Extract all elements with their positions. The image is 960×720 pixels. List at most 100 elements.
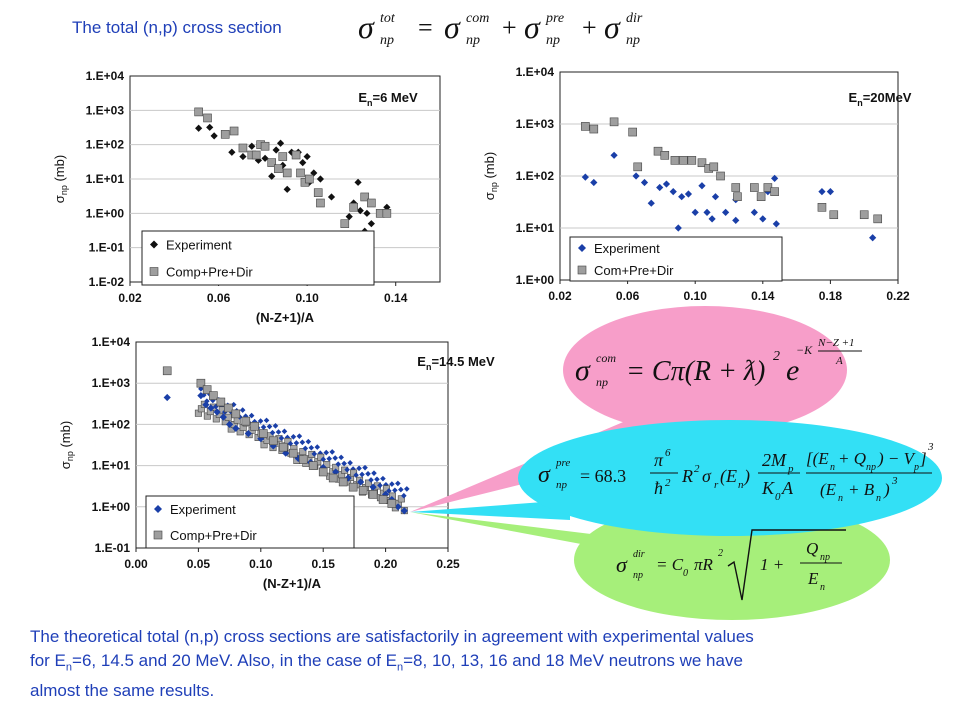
band-point-exp [329, 449, 336, 455]
data-point [684, 190, 693, 198]
data-point [274, 164, 283, 173]
y-axis-label-sub: np [65, 451, 75, 461]
callout-wedge-pre [410, 500, 570, 520]
chart-title-e: E [849, 90, 858, 105]
eq-sigma-tot: σ [358, 9, 375, 45]
eq-equals: = [418, 13, 433, 42]
f-com-sub: np [596, 375, 608, 389]
x-tick-label: 0.06 [207, 291, 231, 305]
data-point [268, 436, 278, 446]
band-point-exp [401, 492, 407, 499]
f-com-lhs: σ [575, 354, 591, 387]
y-tick-label: 1.E-01 [95, 541, 131, 555]
f-dir-sup: dir [633, 549, 645, 560]
data-point [367, 220, 375, 228]
data-point [678, 193, 686, 201]
y-tick-label: 1.E+04 [86, 69, 125, 83]
data-point [662, 180, 671, 188]
legend-label: Comp+Pre+Dir [170, 528, 257, 543]
f-dir-qsub: np [820, 552, 830, 563]
band-point-exp [374, 476, 380, 483]
data-point [360, 192, 370, 202]
data-point [239, 152, 247, 161]
f-pre-num3-sub1: n [830, 462, 835, 473]
y-axis-label: σnp (mb) [52, 155, 69, 203]
chart-en145: 1.E-01 1.E+00 1.E+01 1.E+02 1.E+03 1.E+04 0.00… [40, 332, 495, 612]
f-pre-eq: = 68.3 [580, 466, 626, 486]
data-point [316, 198, 325, 208]
data-point [581, 122, 590, 131]
data-point [291, 150, 301, 160]
data-point [316, 175, 325, 183]
x-tick-label: 0.25 [436, 557, 460, 571]
band-point-exp [371, 470, 377, 476]
chart-title: En=14.5 MeV [417, 354, 495, 372]
bubble-pre [518, 420, 942, 536]
bubble-com [563, 306, 847, 434]
f-dir-rexp: 2 [718, 548, 723, 559]
f-com-expden: A [835, 355, 843, 367]
legend-label: Experiment [166, 238, 232, 253]
f-pre-num3-sub2: np [866, 462, 876, 473]
f-pre-r: R [681, 466, 693, 486]
f-com-e: e [786, 354, 799, 387]
series-square [194, 107, 392, 228]
data-point [679, 156, 688, 165]
data-point [363, 209, 371, 217]
legend-marker [154, 505, 162, 513]
data-point [771, 174, 779, 182]
f-com-sq: 2 [773, 349, 780, 364]
f-pre-hbar: ħ [654, 478, 663, 498]
y-axis-label-symbol: σ [58, 461, 73, 469]
chart-title-sub: n [367, 98, 373, 108]
data-point [358, 486, 368, 495]
band-point-exp [362, 464, 368, 471]
eq-sup-dir: dir [626, 11, 643, 26]
data-point [283, 185, 291, 193]
band-point-exp [272, 423, 279, 429]
data-point [674, 224, 682, 232]
x-tick-label: 0.02 [118, 291, 142, 305]
data-point [327, 193, 336, 201]
legend-box [141, 230, 375, 286]
data-point [268, 172, 276, 180]
legend-label: Com+Pre+Dir [594, 263, 674, 278]
f-pre-den3: (E [820, 480, 837, 499]
band-point-exp [353, 472, 359, 478]
legend-box [569, 236, 783, 282]
f-pre-sigr-sub: r [714, 479, 719, 491]
band-point-calc [350, 469, 358, 477]
band-point-exp [347, 460, 353, 466]
y-axis-label-sub: np [489, 182, 499, 192]
series-square [581, 117, 883, 224]
data-point [394, 503, 402, 511]
footer-line-1: The theoretical total (n,p) cross sectio… [30, 627, 754, 646]
data-point [349, 202, 358, 212]
band-point-exp [386, 488, 392, 494]
legend-marker [153, 530, 163, 540]
formula-pre: σ pre np = 68.3 π 6 ħ 2 R 2 σ r (E n ) 2… [538, 441, 934, 504]
data-point [195, 124, 203, 132]
series-square [162, 366, 397, 508]
data-point [345, 213, 353, 221]
legend-label: Comp+Pre+Dir [166, 265, 253, 280]
x-tick-label: 0.20 [374, 557, 398, 571]
band-point-exp [395, 480, 401, 487]
eq-sup-tot: tot [380, 11, 396, 26]
data-point [203, 113, 212, 123]
data-point [216, 397, 226, 407]
f-pre-sup: pre [555, 457, 570, 469]
f-pre-en-sub: n [738, 479, 744, 491]
y-tick-label: 1.E+02 [86, 138, 125, 152]
data-point [296, 168, 305, 178]
legend-marker [577, 265, 587, 275]
band-point-exp [257, 418, 264, 424]
chart-title-sub: n [857, 98, 863, 108]
total-cross-section-equation: σ tot np = σ com np + σ pre np + σ dir n… [358, 9, 643, 48]
f-pre-pi: π [654, 450, 664, 470]
chart-title-e: E [358, 90, 367, 105]
legend-box [145, 495, 355, 549]
f-dir-e: E [807, 569, 819, 588]
f-pre-den2-tail: A [781, 478, 794, 498]
data-point [299, 159, 307, 167]
